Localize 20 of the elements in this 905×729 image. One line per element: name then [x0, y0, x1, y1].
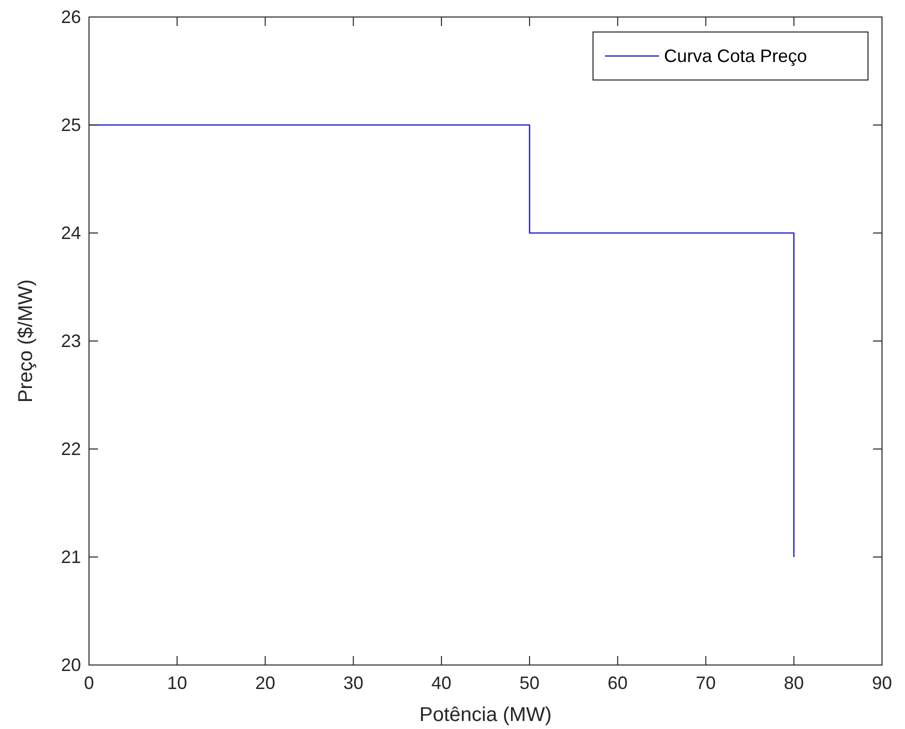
y-tick-label: 26 [60, 7, 81, 27]
x-tick-label: 0 [84, 673, 94, 693]
x-tick-label: 90 [872, 673, 892, 693]
y-tick-label: 25 [60, 115, 81, 135]
x-tick-label: 20 [255, 673, 276, 693]
x-tick-label: 10 [167, 673, 188, 693]
legend-label: Curva Cota Preço [664, 46, 808, 66]
x-axis-title: Potência (MW) [419, 704, 552, 726]
x-tick-label: 70 [696, 673, 716, 693]
y-axis-title: Preço ($/MW) [15, 279, 37, 403]
y-tick-label: 24 [60, 223, 81, 243]
x-tick-label: 30 [343, 673, 364, 693]
y-tick-label: 23 [60, 331, 81, 351]
x-tick-label: 80 [784, 673, 804, 693]
y-tick-label: 22 [60, 439, 81, 459]
y-tick-label: 21 [60, 547, 81, 567]
x-tick-label: 50 [520, 673, 540, 693]
y-tick-label: 20 [60, 655, 81, 675]
x-tick-label: 40 [431, 673, 452, 693]
x-tick-label: 60 [608, 673, 628, 693]
